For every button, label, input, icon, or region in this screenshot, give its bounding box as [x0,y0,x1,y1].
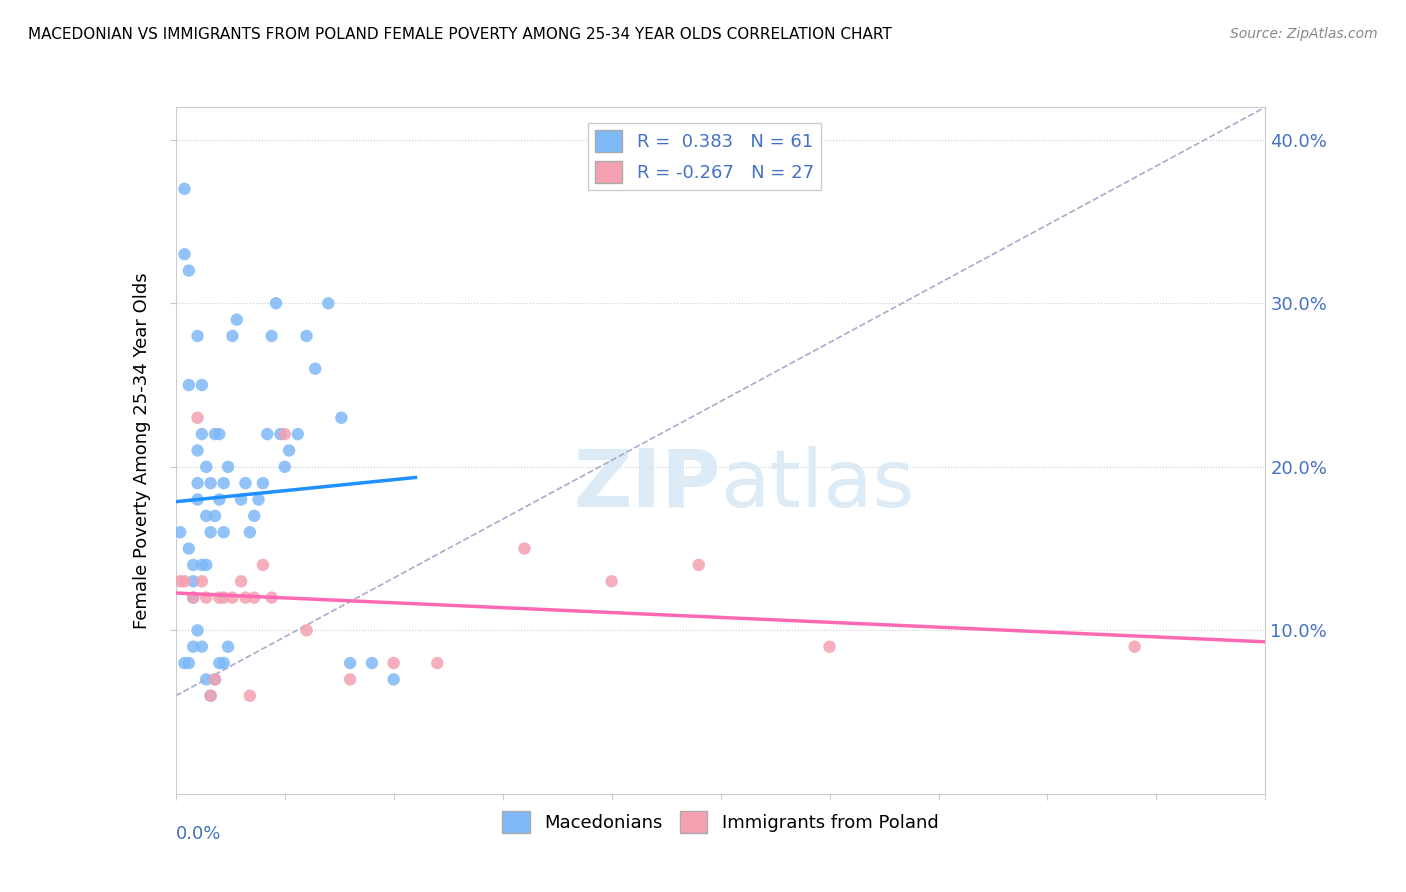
Point [177,378,200,392]
Point [191,378,214,392]
Point [287,427,309,442]
Point [173,182,195,196]
Point [260,591,283,605]
Point [208,591,231,605]
Point [212,591,235,605]
Point [169,525,191,540]
Point [247,492,270,507]
Point [181,591,204,605]
Point [195,508,218,523]
Point [339,673,361,687]
Text: 0.0%: 0.0% [176,825,221,843]
Point [204,508,226,523]
Point [278,443,301,458]
Point [169,574,191,589]
Point [208,656,231,670]
Point [177,263,200,277]
Point [382,656,405,670]
Point [217,640,239,654]
Point [688,558,710,572]
Point [191,558,214,572]
Point [330,410,353,425]
Point [177,541,200,556]
Point [204,427,226,442]
Point [181,591,204,605]
Text: Source: ZipAtlas.com: Source: ZipAtlas.com [1230,27,1378,41]
Point [260,329,283,343]
Point [212,476,235,491]
Point [252,558,274,572]
Legend: Macedonians, Immigrants from Poland: Macedonians, Immigrants from Poland [495,804,946,839]
Point [195,673,218,687]
Text: atlas: atlas [721,446,915,524]
Point [186,443,209,458]
Point [200,689,222,703]
Point [235,591,257,605]
Text: MACEDONIAN VS IMMIGRANTS FROM POLAND FEMALE POVERTY AMONG 25-34 YEAR OLDS CORREL: MACEDONIAN VS IMMIGRANTS FROM POLAND FEM… [28,27,891,42]
Point [252,476,274,491]
Point [239,525,262,540]
Point [274,427,297,442]
Point [212,656,235,670]
Y-axis label: Female Poverty Among 25-34 Year Olds: Female Poverty Among 25-34 Year Olds [134,272,152,629]
Text: ZIP: ZIP [574,446,721,524]
Point [186,476,209,491]
Point [382,673,405,687]
Point [360,656,382,670]
Point [191,640,214,654]
Point [200,689,222,703]
Point [243,508,266,523]
Point [208,427,231,442]
Point [274,459,297,474]
Point [200,476,222,491]
Point [339,656,361,670]
Point [191,427,214,442]
Point [225,312,247,326]
Point [256,427,278,442]
Point [239,689,262,703]
Point [231,574,253,589]
Point [513,541,536,556]
Point [204,673,226,687]
Point [191,574,214,589]
Point [295,329,318,343]
Point [173,574,195,589]
Point [208,492,231,507]
Point [217,459,239,474]
Point [269,427,291,442]
Point [195,459,218,474]
Point [318,296,340,310]
Point [177,656,200,670]
Point [186,329,209,343]
Point [221,591,243,605]
Point [243,591,266,605]
Point [173,656,195,670]
Point [195,558,218,572]
Point [231,492,253,507]
Point [173,247,195,261]
Point [600,574,623,589]
Point [204,673,226,687]
Point [181,640,204,654]
Point [235,476,257,491]
Point [181,574,204,589]
Point [264,296,287,310]
Point [295,624,318,638]
Point [1123,640,1146,654]
Point [221,329,243,343]
Point [426,656,449,670]
Point [186,492,209,507]
Point [181,558,204,572]
Point [212,525,235,540]
Point [304,361,326,376]
Point [200,525,222,540]
Point [186,410,209,425]
Point [195,591,218,605]
Point [818,640,841,654]
Point [186,624,209,638]
